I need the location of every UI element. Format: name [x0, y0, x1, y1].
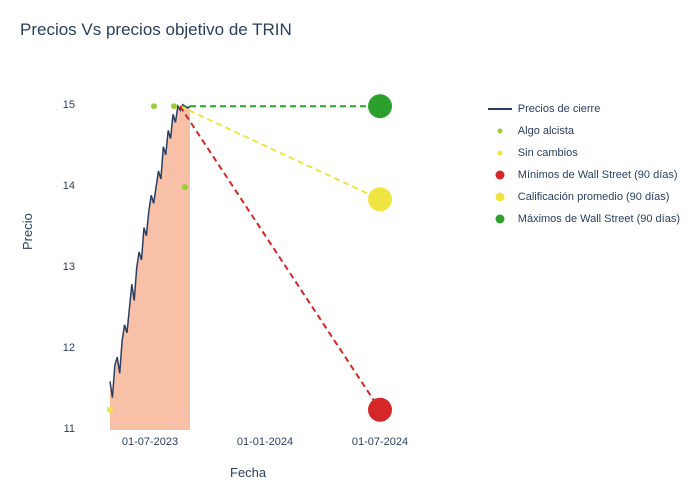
legend-label: Mínimos de Wall Street (90 días) [518, 169, 678, 181]
legend-label: Precios de cierre [518, 103, 601, 115]
legend-label: Máximos de Wall Street (90 días) [518, 213, 680, 225]
legend-item: Mínimos de Wall Street (90 días) [488, 166, 680, 184]
x-tick: 01-07-2024 [340, 436, 420, 448]
projection-end-dot [368, 187, 392, 211]
y-tick: 12 [45, 342, 75, 354]
x-tick: 01-07-2023 [110, 436, 190, 448]
plot-area [80, 90, 430, 430]
legend-marker [488, 168, 512, 182]
chart-title: Precios Vs precios objetivo de TRIN [20, 20, 292, 40]
chart-container: Precios Vs precios objetivo de TRIN Prec… [0, 0, 700, 500]
projection-end-dot [368, 398, 392, 422]
legend-label: Sin cambios [518, 147, 578, 159]
legend-item: Máximos de Wall Street (90 días) [488, 210, 680, 228]
legend-marker [488, 146, 512, 160]
price-area [110, 105, 190, 430]
legend-item: Sin cambios [488, 144, 680, 162]
rating-dot [171, 103, 177, 109]
legend-marker [488, 124, 512, 138]
x-axis-label: Fecha [230, 465, 266, 480]
y-tick: 15 [45, 99, 75, 111]
projection-line [180, 106, 380, 410]
rating-dot [182, 184, 188, 190]
y-tick: 14 [45, 180, 75, 192]
legend-label: Calificación promedio (90 días) [518, 191, 670, 203]
y-tick: 11 [45, 423, 75, 435]
legend-marker [488, 102, 512, 116]
rating-dot [151, 103, 157, 109]
x-tick: 01-01-2024 [225, 436, 305, 448]
y-axis-label: Precio [20, 213, 35, 250]
projection-end-dot [368, 94, 392, 118]
legend-item: Algo alcista [488, 122, 680, 140]
legend-label: Algo alcista [518, 125, 574, 137]
y-tick: 13 [45, 261, 75, 273]
rating-dot [107, 407, 113, 413]
legend-marker [488, 212, 512, 226]
legend-item: Calificación promedio (90 días) [488, 188, 680, 206]
legend-item: Precios de cierre [488, 100, 680, 118]
legend-marker [488, 190, 512, 204]
legend: Precios de cierre Algo alcista Sin cambios… [488, 100, 680, 232]
